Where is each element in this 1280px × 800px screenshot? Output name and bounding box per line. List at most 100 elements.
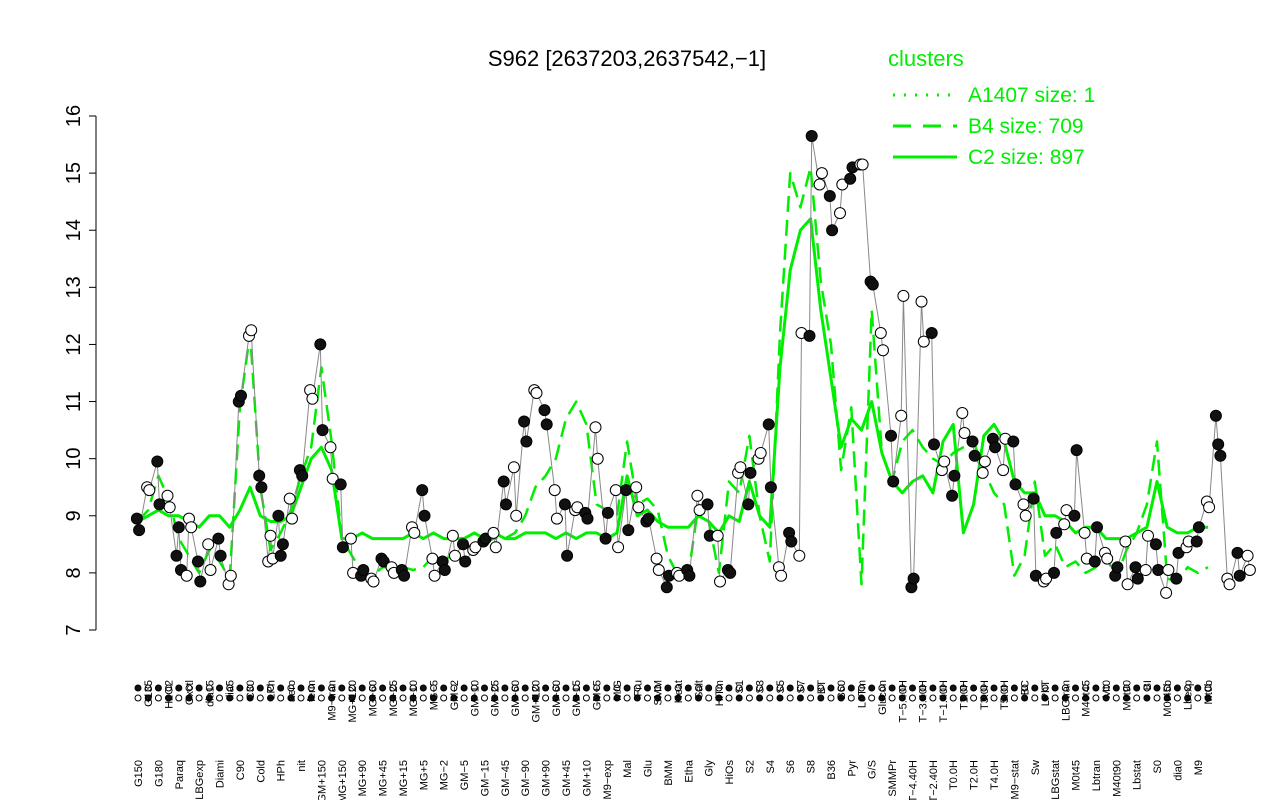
data-point (428, 569, 441, 582)
x-tick-label: LBGstat (1050, 760, 1062, 800)
x-tick-label: GM+10 (581, 760, 593, 796)
x-marker (939, 684, 947, 692)
x-marker (695, 694, 702, 702)
x-marker (1092, 684, 1100, 692)
data-point (276, 538, 289, 551)
data-point (948, 469, 961, 482)
x-marker (919, 684, 927, 692)
x-marker (878, 694, 886, 702)
data-point (1119, 535, 1132, 548)
x-tick-label: GM+45 (561, 760, 573, 796)
x-marker (1204, 684, 1212, 692)
data-point (1233, 569, 1246, 582)
x-tick-label: GM−25 (490, 680, 502, 716)
data-point (925, 327, 938, 339)
x-marker (134, 684, 142, 692)
x-marker (277, 684, 285, 692)
x-tick-label: M0t45 (1071, 760, 1083, 791)
data-point (744, 466, 757, 479)
x-tick-label: GM−90 (520, 760, 532, 796)
x-marker (317, 684, 325, 692)
data-point (1131, 572, 1144, 585)
x-tick-label: Sw (1030, 760, 1042, 775)
data-point (581, 512, 594, 525)
data-point (161, 489, 174, 502)
data-point (446, 529, 459, 542)
x-marker (858, 694, 865, 702)
data-point (344, 532, 357, 545)
x-tick-label: GM+150 (316, 760, 328, 800)
data-point (1241, 549, 1254, 562)
data-point (966, 435, 979, 448)
y-tick-label-15: 15 (63, 162, 85, 184)
x-marker (623, 684, 631, 692)
x-tick-label: T0.0H (948, 760, 960, 790)
x-marker (796, 694, 804, 702)
x-marker (817, 694, 825, 702)
x-marker (674, 684, 682, 692)
x-tick-label: GM−45 (500, 760, 512, 796)
x-marker (175, 684, 183, 692)
x-marker (511, 684, 519, 692)
data-point (1027, 492, 1040, 505)
x-marker (1112, 684, 1120, 692)
x-tick-label: Mt0 (1101, 680, 1113, 698)
x-marker (328, 694, 336, 702)
x-marker (980, 694, 988, 702)
x-marker (756, 694, 764, 702)
data-point (856, 158, 869, 171)
data-point (530, 387, 543, 399)
x-tick-label: T3.0H (979, 680, 991, 710)
data-point (622, 524, 635, 537)
x-marker (154, 684, 162, 692)
x-tick-label: MG−5 (429, 680, 441, 710)
x-marker (1143, 684, 1151, 692)
x-tick-label: M9 (1193, 760, 1205, 775)
x-marker (236, 694, 244, 702)
x-tick-label: BI (1142, 680, 1154, 690)
x-marker (888, 694, 896, 702)
data-point (457, 538, 469, 551)
x-tick-label: M40t45 (1081, 680, 1093, 717)
x-marker (379, 694, 387, 702)
y-tick-label-13: 13 (63, 276, 85, 298)
x-marker (338, 684, 346, 692)
data-point (314, 338, 327, 351)
data-point (928, 438, 940, 451)
x-marker (776, 684, 784, 692)
x-marker (1133, 694, 1141, 702)
x-marker (1041, 684, 1049, 692)
data-point (172, 521, 185, 534)
x-tick-label: LBGexp (194, 760, 206, 800)
x-tick-label: LoTm (857, 680, 869, 708)
points-connector (136, 135, 1251, 594)
x-marker (297, 694, 305, 702)
x-marker (827, 684, 835, 692)
chart-title: S962 [2637203,2637542,−1] (488, 46, 766, 71)
data-point (601, 506, 614, 519)
x-tick-label: B60 (836, 680, 848, 700)
x-marker (959, 694, 967, 702)
x-marker (531, 684, 539, 692)
data-point (895, 409, 908, 422)
data-point (500, 498, 512, 511)
x-marker (440, 694, 448, 702)
x-tick-label: Diami (215, 760, 227, 788)
x-marker (165, 694, 173, 702)
x-marker (664, 684, 672, 692)
x-marker (419, 684, 427, 692)
data-point (1111, 561, 1124, 574)
data-point (1121, 578, 1134, 591)
data-point (650, 552, 663, 565)
data-point (620, 484, 632, 497)
data-point (418, 509, 431, 522)
x-marker (990, 694, 998, 702)
legend: clusters A1407 size: 1 B4 size: 709 C2 s… (888, 46, 1095, 169)
data-point (130, 512, 143, 525)
x-tick-label: Etha (683, 759, 695, 783)
x-marker (368, 694, 376, 702)
x-tick-label: HPh (276, 760, 288, 781)
x-marker (1173, 684, 1181, 692)
x-marker (807, 684, 815, 692)
data-point (874, 327, 887, 339)
